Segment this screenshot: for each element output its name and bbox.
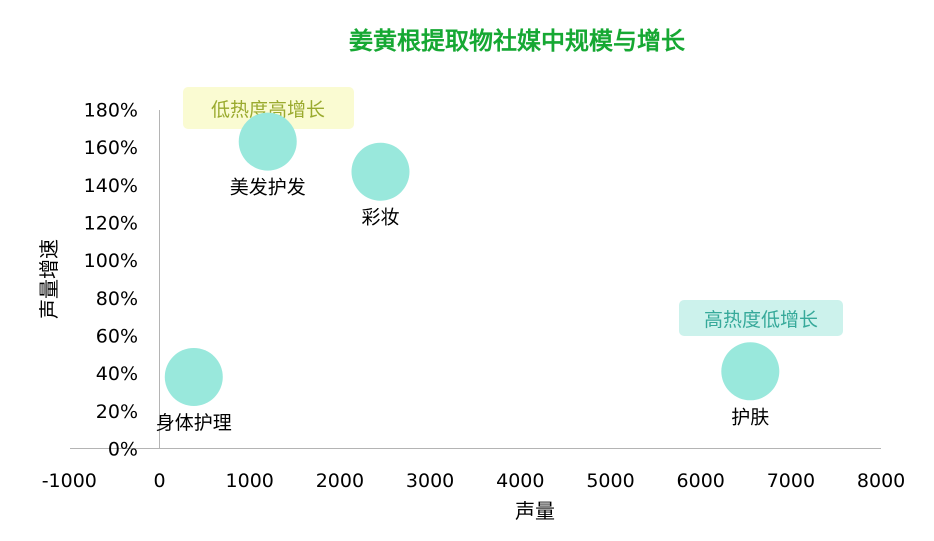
x-axis-title: 声量 [515, 499, 555, 523]
x-tick-label: 4000 [496, 470, 544, 492]
y-tick-label: 20% [96, 401, 138, 423]
x-tick-label: 8000 [857, 470, 905, 492]
annotation-top-box [183, 87, 354, 129]
y-tick-label: 160% [84, 137, 138, 159]
x-tick-label: 0 [153, 470, 165, 492]
bubble-point [238, 112, 297, 171]
point-label: 彩妆 [361, 207, 399, 229]
point-label: 美发护发 [230, 177, 306, 199]
x-tick-label: 7000 [767, 470, 815, 492]
y-tick-labels: 0% 20% 40% 60% 80% 100% 120% 140% 160% 180% [84, 100, 138, 461]
y-tick-label: 80% [96, 288, 138, 310]
x-tick-label: 1000 [226, 470, 274, 492]
annotation-right-box [679, 300, 843, 336]
bubble-point [351, 142, 410, 201]
bubble-point [721, 342, 780, 401]
x-tick-label: 2000 [316, 470, 364, 492]
x-tick-label: 5000 [586, 470, 634, 492]
point-label: 护肤 [731, 406, 769, 428]
y-tick-label: 60% [96, 326, 138, 348]
annotations: 低热度高增长 高热度低增长 [183, 87, 843, 336]
y-tick-label: 0% [108, 439, 138, 461]
y-tick-label: 40% [96, 363, 138, 385]
y-tick-label: 180% [84, 100, 138, 122]
point-label: 身体护理 [156, 412, 232, 434]
x-tick-label: 3000 [406, 470, 454, 492]
annotation-top-text: 低热度高增长 [211, 99, 325, 121]
x-tick-label: -1000 [42, 470, 97, 492]
y-tick-label: 100% [84, 250, 138, 272]
bubble-point [164, 347, 223, 406]
y-tick-label: 120% [84, 213, 138, 235]
y-axis-title: 声量增速 [37, 239, 61, 319]
annotation-right-text: 高热度低增长 [704, 309, 818, 331]
y-tick-label: 140% [84, 175, 138, 197]
chart-title: 姜黄根提取物社媒中规模与增长 [349, 27, 686, 55]
x-tick-labels: -1000 0 1000 2000 3000 4000 5000 6000 7000 8000 [42, 470, 906, 492]
bubbles [164, 112, 780, 406]
x-tick-label: 6000 [677, 470, 725, 492]
